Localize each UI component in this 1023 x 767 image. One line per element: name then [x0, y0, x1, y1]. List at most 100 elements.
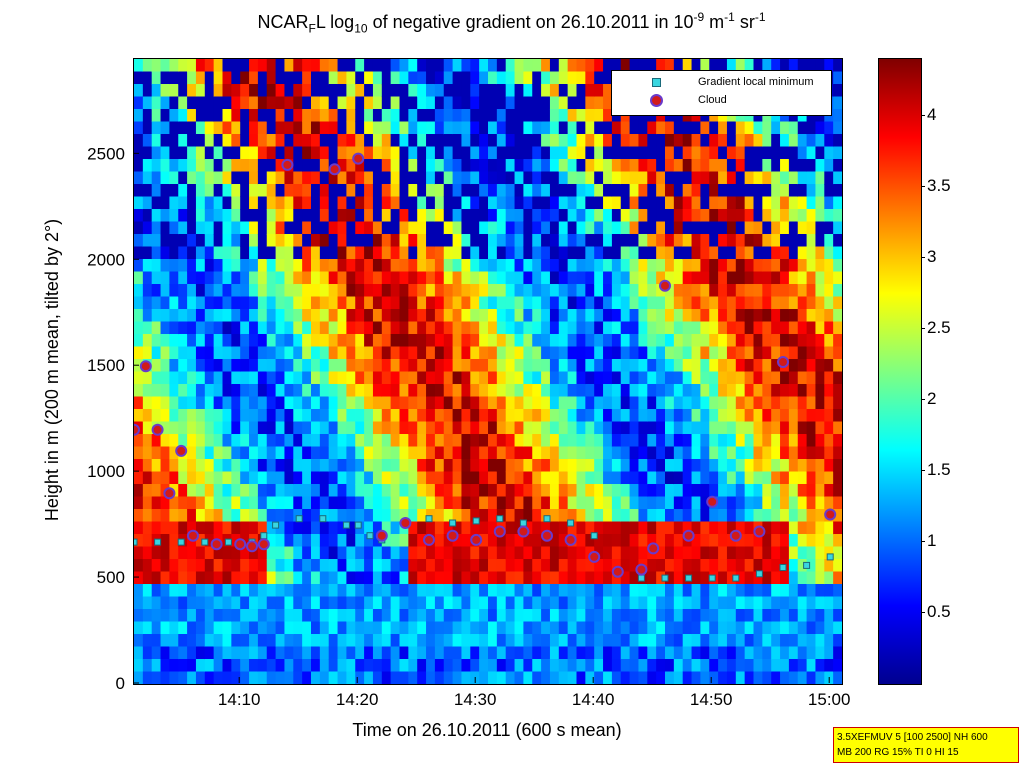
heatmap-cell — [434, 459, 445, 473]
heatmap-cell — [470, 496, 480, 510]
heatmap-cell — [337, 84, 347, 98]
heatmap-cell — [806, 509, 817, 523]
heatmap-cell — [541, 521, 551, 535]
heatmap-cell — [629, 184, 640, 198]
heatmap-cell — [541, 321, 551, 335]
heatmap-cell — [709, 596, 719, 610]
heatmap-cell — [585, 459, 595, 473]
heatmap-cell — [691, 271, 701, 285]
heatmap-cell — [213, 396, 224, 410]
heatmap-cell — [408, 459, 418, 473]
heatmap-cell — [691, 434, 701, 448]
heatmap-cell — [443, 171, 454, 185]
heatmap-cell — [523, 621, 533, 635]
heatmap-cell — [134, 321, 144, 335]
heatmap-cell — [408, 534, 418, 548]
heatmap-cell — [771, 359, 781, 373]
heatmap-cell — [718, 234, 728, 248]
heatmap-cell — [284, 446, 294, 460]
heatmap-cell — [266, 659, 277, 673]
heatmap-cell — [532, 346, 542, 360]
heatmap-cell — [488, 409, 498, 423]
heatmap-cell — [399, 396, 409, 410]
heatmap-cell — [753, 196, 763, 210]
heatmap-cell — [142, 584, 153, 598]
heatmap-cell — [293, 396, 303, 410]
heatmap-cell — [532, 184, 542, 198]
heatmap-cell — [240, 634, 250, 648]
cloud-point — [635, 563, 648, 576]
heatmap-cell — [762, 559, 772, 573]
heatmap-cell — [142, 609, 153, 623]
heatmap-cell — [426, 346, 436, 360]
heatmap-cell — [257, 634, 268, 648]
heatmap-cell — [532, 96, 542, 110]
heatmap-cell — [744, 346, 755, 360]
heatmap-cell — [470, 471, 480, 485]
heatmap-cell — [337, 221, 347, 235]
heatmap-cell — [240, 196, 250, 210]
heatmap-cell — [514, 596, 524, 610]
heatmap-cell — [532, 134, 542, 148]
heatmap-cell — [240, 246, 250, 260]
heatmap-cell — [302, 309, 312, 323]
heatmap-cell — [638, 596, 648, 610]
heatmap-cell — [585, 421, 595, 435]
heatmap-cell — [505, 484, 516, 498]
heatmap-cell — [824, 546, 834, 560]
heatmap-cell — [390, 634, 401, 648]
heatmap-cell — [806, 346, 817, 360]
heatmap-cell — [443, 271, 454, 285]
heatmap-cell — [346, 296, 356, 310]
heatmap-cell — [726, 609, 737, 623]
heatmap-cell — [505, 634, 516, 648]
heatmap-cell — [744, 246, 755, 260]
heatmap-cell — [797, 159, 808, 173]
heatmap-cell — [762, 509, 772, 523]
heatmap-cell — [231, 546, 241, 560]
heatmap-cell — [178, 346, 188, 360]
heatmap-cell — [284, 121, 294, 135]
heatmap-cell — [284, 284, 294, 298]
heatmap-cell — [328, 134, 339, 148]
heatmap-cell — [134, 221, 144, 235]
heatmap-cell — [505, 134, 516, 148]
heatmap-cell — [744, 421, 755, 435]
heatmap-cell — [594, 371, 604, 385]
heatmap-cell — [479, 259, 489, 273]
heatmap-cell — [142, 471, 153, 485]
heatmap-cell — [567, 496, 578, 510]
heatmap-cell — [408, 509, 418, 523]
heatmap-cell — [302, 496, 312, 510]
heatmap-cell — [638, 396, 648, 410]
heatmap-cell — [461, 434, 471, 448]
heatmap-cell — [364, 471, 374, 485]
gradient-minimum-point — [354, 521, 362, 529]
heatmap-cell — [470, 409, 480, 423]
heatmap-cell — [372, 271, 383, 285]
heatmap-cell — [169, 396, 179, 410]
heatmap-cell — [426, 321, 436, 335]
heatmap-cell — [726, 284, 737, 298]
heatmap-cell — [302, 284, 312, 298]
heatmap-cell — [399, 571, 409, 585]
heatmap-cell — [178, 484, 188, 498]
heatmap-cell — [399, 96, 409, 110]
heatmap-cell — [240, 409, 250, 423]
heatmap-cell — [780, 196, 790, 210]
heatmap-cell — [718, 271, 728, 285]
heatmap-cell — [461, 534, 471, 548]
heatmap-cell — [151, 196, 162, 210]
heatmap-cell — [771, 59, 781, 73]
heatmap-cell — [364, 571, 374, 585]
heatmap-cell — [381, 321, 392, 335]
heatmap-cell — [266, 571, 277, 585]
heatmap-cell — [417, 534, 427, 548]
heatmap-cell — [585, 646, 595, 660]
heatmap-cell — [567, 571, 578, 585]
heatmap-cell — [806, 571, 817, 585]
heatmap-cell — [249, 471, 259, 485]
heatmap-cell — [160, 321, 170, 335]
heatmap-cell — [319, 221, 330, 235]
heatmap-cell — [452, 159, 463, 173]
